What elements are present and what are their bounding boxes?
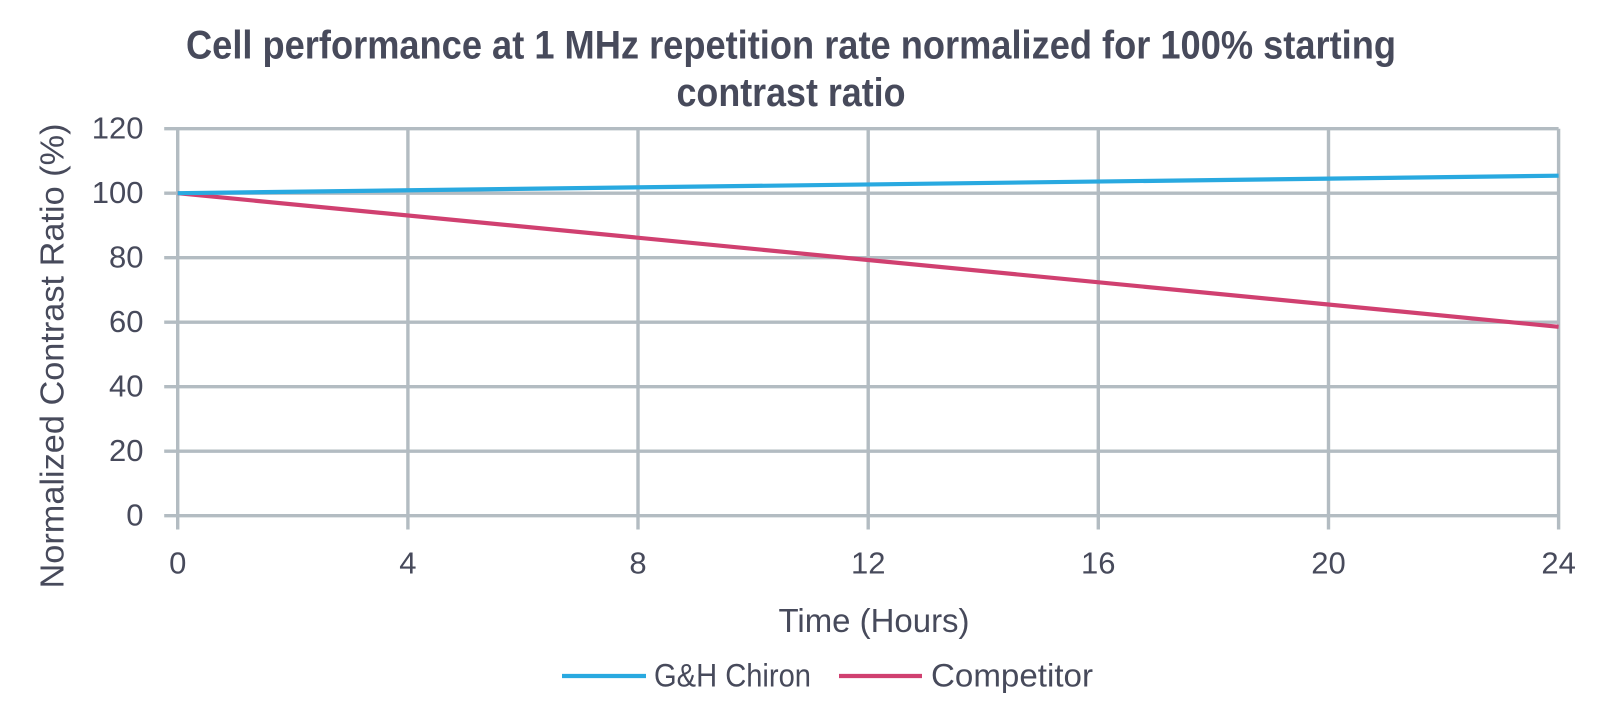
svg-text:60: 60 [109,304,143,339]
svg-text:16: 16 [1081,546,1115,581]
svg-text:contrast ratio: contrast ratio [677,71,906,115]
svg-text:20: 20 [1311,546,1345,581]
svg-text:24: 24 [1541,546,1575,581]
svg-text:4: 4 [399,546,416,581]
svg-text:0: 0 [169,546,186,581]
svg-text:20: 20 [109,433,143,468]
svg-text:0: 0 [126,498,143,533]
svg-text:40: 40 [109,369,143,404]
svg-text:8: 8 [629,546,646,581]
svg-text:80: 80 [109,240,143,275]
svg-text:Normalized Contrast Ratio (%): Normalized Contrast Ratio (%) [34,124,71,589]
svg-text:Cell performance at 1 MHz repe: Cell performance at 1 MHz repetition rat… [186,24,1396,68]
svg-text:120: 120 [92,111,144,146]
svg-text:100: 100 [92,175,144,210]
svg-text:G&H Chiron: G&H Chiron [654,658,811,694]
svg-text:Time (Hours): Time (Hours) [779,602,970,639]
svg-text:Competitor: Competitor [931,658,1093,694]
svg-text:12: 12 [851,546,885,581]
